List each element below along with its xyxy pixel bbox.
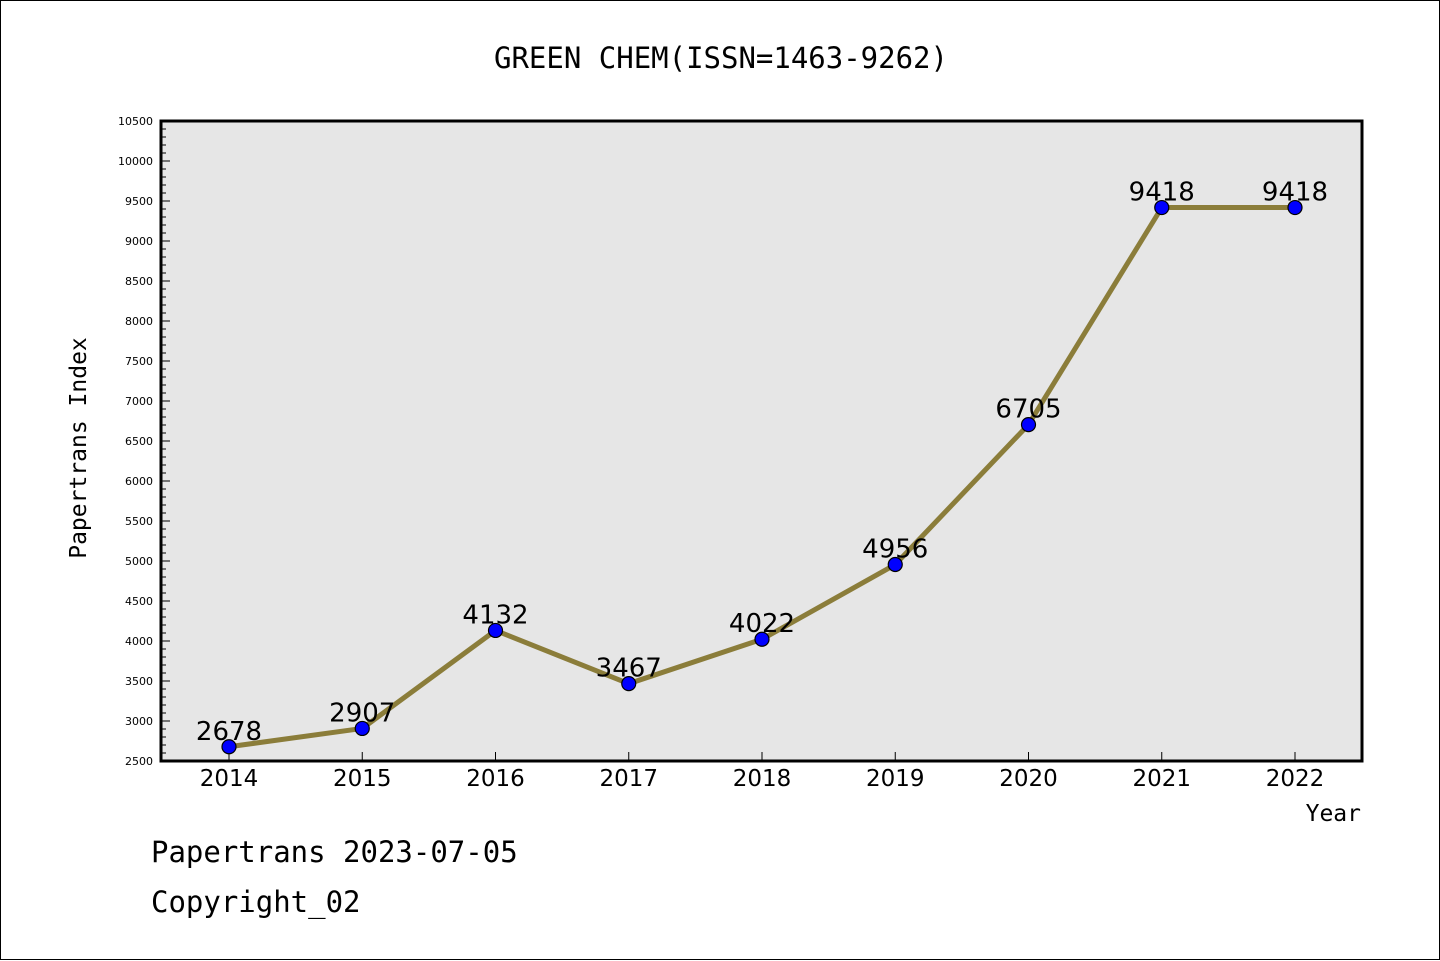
footer-copyright: Copyright_02 <box>151 885 361 919</box>
y-tick-label: 4500 <box>125 595 153 608</box>
y-tick-label: 10000 <box>118 155 153 168</box>
y-tick-label: 3000 <box>125 715 153 728</box>
x-tick-label: 2020 <box>999 766 1058 792</box>
data-label: 4022 <box>729 609 795 639</box>
y-tick-label: 5000 <box>125 555 153 568</box>
data-label: 2907 <box>329 698 395 728</box>
y-tick-label: 8500 <box>125 275 153 288</box>
y-tick-label: 3500 <box>125 675 153 688</box>
data-label: 6705 <box>995 395 1061 425</box>
x-tick-label: 2022 <box>1266 766 1325 792</box>
footer-date: Papertrans 2023-07-05 <box>151 835 518 869</box>
x-tick-label: 2014 <box>200 766 259 792</box>
y-tick-label: 7000 <box>125 395 153 408</box>
data-point <box>487 622 504 639</box>
data-label: 2678 <box>196 717 262 747</box>
x-tick-label: 2019 <box>866 766 925 792</box>
y-axis: 2500 3000 3500 4000 4500 5000 5500 6000 6500 7000… <box>118 115 170 768</box>
y-tick-label: 9000 <box>125 235 153 248</box>
data-point <box>754 631 770 647</box>
y-axis-label: Papertrans Index <box>66 337 92 559</box>
data-point <box>1287 199 1303 216</box>
data-label: 3467 <box>596 654 662 684</box>
data-point <box>1154 199 1170 216</box>
plot-border <box>159 119 1364 763</box>
data-point <box>1020 417 1037 433</box>
x-tick-label: 2018 <box>733 766 792 792</box>
x-tick-label: 2016 <box>466 766 525 792</box>
data-label: 9418 <box>1129 178 1195 208</box>
chart-title: GREEN CHEM(ISSN=1463-9262) <box>494 41 948 75</box>
y-tick-label: 8000 <box>125 315 153 328</box>
y-tick-label: 9500 <box>125 195 153 208</box>
data-label: 4132 <box>462 600 528 630</box>
y-tick-label: 6500 <box>125 435 153 448</box>
x-axis-label: Year <box>1306 801 1361 827</box>
data-point <box>887 556 903 573</box>
x-tick-label: 2017 <box>599 766 658 792</box>
x-tick-label: 2015 <box>333 766 392 792</box>
y-tick-label: 10500 <box>118 115 153 128</box>
y-tick-label: 4000 <box>125 635 153 648</box>
data-points <box>221 199 1303 755</box>
data-point <box>354 720 370 737</box>
x-axis: 2014 2015 2016 2017 2018 2019 2020 2021 2022 <box>200 752 1325 792</box>
y-tick-label: 6000 <box>125 475 153 488</box>
y-tick-label: 5500 <box>125 515 153 528</box>
data-label: 4956 <box>862 535 928 565</box>
data-labels: 2678 2907 4132 3467 4022 4956 6705 9418 9418 <box>196 178 1328 747</box>
plot-area <box>161 121 1362 761</box>
data-point <box>621 676 637 692</box>
data-point <box>221 739 237 755</box>
x-tick-label: 2021 <box>1132 766 1191 792</box>
y-tick-label: 2500 <box>125 755 153 768</box>
data-label: 9418 <box>1262 178 1328 208</box>
y-tick-label: 7500 <box>125 355 153 368</box>
